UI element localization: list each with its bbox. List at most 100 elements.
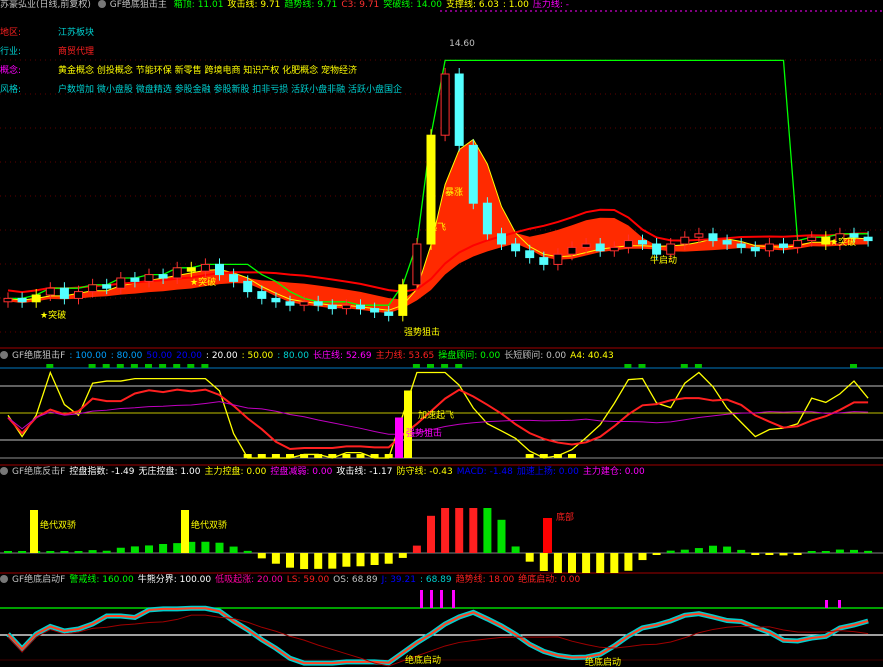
macd-bar xyxy=(652,553,661,555)
panel-value: 主力线: 53.65 xyxy=(375,351,435,361)
signal-bar xyxy=(543,518,552,553)
signal-bar xyxy=(680,364,688,368)
signal-bar xyxy=(412,364,420,368)
signal-bar xyxy=(243,454,252,458)
signal-bar xyxy=(102,364,110,368)
signal-bar xyxy=(441,364,449,368)
macd-bar xyxy=(300,553,309,570)
header-value: 攻击线: 9.71 xyxy=(227,0,281,10)
macd-bar xyxy=(582,553,591,573)
indicator-settings-icon[interactable] xyxy=(0,575,8,583)
header-value: 支撑线: 6.03 xyxy=(445,0,499,10)
panel-header-counter: GF绝底反击F 控盘指数: -1.49 无庄控盘: 1.00 主力控盘: 0.00 控盘… xyxy=(0,467,649,478)
panel-value: 主力建仓: 0.00 xyxy=(582,467,645,477)
panel-value: A4: 40.43 xyxy=(570,351,614,361)
panel-value: 操盘顾问: 0.00 xyxy=(438,351,501,361)
macd-bar xyxy=(610,553,619,573)
candle xyxy=(74,291,83,299)
strong-attack-label: 强势狙击 xyxy=(406,427,442,439)
candle xyxy=(722,240,732,245)
indicator-settings-icon[interactable] xyxy=(0,467,8,475)
macd-bar xyxy=(680,549,689,553)
trend-ribbon xyxy=(8,139,869,314)
macd-bar xyxy=(525,553,534,562)
macd-bar xyxy=(271,553,280,564)
macd-bar xyxy=(328,553,337,569)
header-value: 趋势线: 9.71 xyxy=(284,0,338,10)
macd-bar xyxy=(356,553,365,567)
info-value: 商贸代理 xyxy=(58,47,95,57)
signal-bar xyxy=(173,364,181,368)
candle xyxy=(482,202,492,235)
signal-bar xyxy=(568,454,576,458)
candle xyxy=(384,311,394,316)
candle xyxy=(130,277,140,282)
candle xyxy=(652,243,662,255)
panel-value: OS: 68.89 xyxy=(333,575,378,585)
macd-bar xyxy=(624,553,633,571)
long-line xyxy=(7,401,869,435)
info-row: 风格: 户数增加 微小盘股 微盘精选 参股金融 参股新股 扣非亏损 活跃小盘非融 … xyxy=(0,85,402,96)
bottom-label: 底部 xyxy=(556,511,574,523)
macd-bar xyxy=(807,551,816,553)
indicator-settings-icon[interactable] xyxy=(97,0,106,8)
signal-bar xyxy=(825,600,828,608)
signal-bar xyxy=(145,364,152,368)
macd-bar xyxy=(229,546,238,553)
candle xyxy=(285,301,295,306)
signal-bar xyxy=(539,454,548,458)
takeoff-label: 加速起飞 xyxy=(418,410,454,421)
candle xyxy=(736,243,746,248)
candle xyxy=(215,263,224,276)
macd-bar xyxy=(779,553,788,556)
panel-value: : 100.00 xyxy=(69,351,107,361)
candle xyxy=(59,287,69,299)
candle xyxy=(45,287,55,296)
header-value: 箱顶: 11.01 xyxy=(173,0,224,10)
macd-bar xyxy=(821,551,830,553)
candle xyxy=(102,284,112,289)
candle xyxy=(821,236,831,245)
panel-value: 低吸起涨: 20.00 xyxy=(215,575,283,585)
candle xyxy=(680,236,690,245)
macd-bar xyxy=(60,551,69,553)
macd-bar xyxy=(215,542,224,553)
candle xyxy=(638,240,647,245)
panel-value: 20.00 xyxy=(176,351,202,361)
macd-bar xyxy=(835,549,844,553)
macd-bar xyxy=(427,515,435,553)
indicator-name: GF绝底狙击主 xyxy=(109,0,167,10)
candle xyxy=(398,284,408,316)
candle xyxy=(779,243,788,248)
panel-value: : 80.00 xyxy=(110,351,143,361)
candle xyxy=(708,233,718,242)
candle xyxy=(497,233,506,245)
candle xyxy=(849,233,859,238)
macd-bar xyxy=(257,553,266,559)
macd-bar xyxy=(159,544,168,553)
candle xyxy=(793,240,803,248)
signal-bar xyxy=(46,364,54,368)
macd-bar xyxy=(145,545,153,553)
signal-bar xyxy=(271,454,280,458)
stock-title: 苏豪弘业(日线,前复权) xyxy=(0,0,91,10)
indicator-settings-icon[interactable] xyxy=(0,351,8,359)
info-row: 行业: 商贸代理 xyxy=(0,47,94,58)
candle xyxy=(412,243,422,286)
macd-bar xyxy=(130,546,139,553)
candle xyxy=(468,144,478,204)
candle xyxy=(694,233,704,238)
candle xyxy=(595,243,605,252)
header-value: 突破线: 14.00 xyxy=(383,0,442,10)
signal-bar xyxy=(286,454,294,458)
panel-value: 攻击线: -1.17 xyxy=(336,467,393,477)
candle xyxy=(750,246,760,252)
macd-bar xyxy=(286,553,294,568)
candle xyxy=(553,253,563,265)
panel-value: 长庄线: 52.69 xyxy=(312,351,372,361)
macd-bar xyxy=(173,543,182,553)
signal-bar xyxy=(452,590,455,608)
macd-bar xyxy=(370,553,379,565)
candle xyxy=(539,257,549,265)
